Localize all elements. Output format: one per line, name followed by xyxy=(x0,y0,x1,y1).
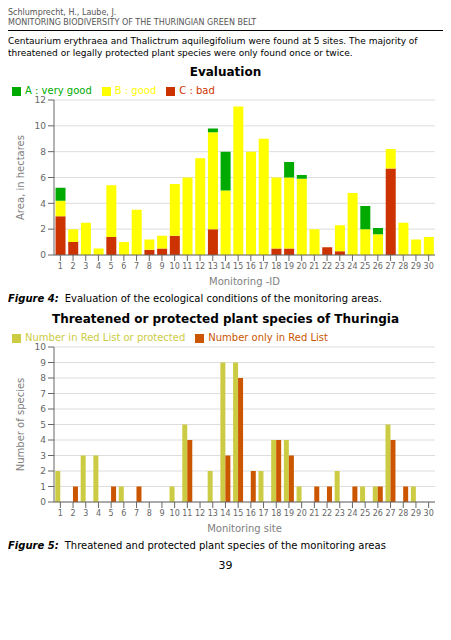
svg-text:0: 0 xyxy=(40,497,46,507)
svg-text:26: 26 xyxy=(373,509,383,518)
svg-text:10: 10 xyxy=(35,342,47,352)
svg-text:26: 26 xyxy=(373,262,383,271)
svg-text:6: 6 xyxy=(40,173,46,183)
svg-text:8: 8 xyxy=(40,373,46,383)
svg-text:19: 19 xyxy=(284,262,294,271)
html-text:MONITORING BIODIVERSITY OF THE: MONITORING BIODIVERSITY OF THE THURINGIA… xyxy=(8,18,257,27)
svg-text:15: 15 xyxy=(233,262,243,271)
html-text:39: 39 xyxy=(218,559,233,572)
svg-text:11: 11 xyxy=(182,509,192,518)
svg-text:3: 3 xyxy=(83,262,88,271)
svg-text:30: 30 xyxy=(424,509,434,518)
svg-text:5: 5 xyxy=(109,262,114,271)
svg-text:19: 19 xyxy=(284,509,294,518)
svg-text:4: 4 xyxy=(40,435,46,445)
svg-text:30: 30 xyxy=(424,262,434,271)
svg-text:Monitoring site: Monitoring site xyxy=(207,523,282,534)
svg-text:3: 3 xyxy=(40,451,46,461)
svg-text:12: 12 xyxy=(195,262,205,271)
svg-text:Number of species: Number of species xyxy=(15,378,26,472)
svg-text:2: 2 xyxy=(71,262,76,271)
svg-text:7: 7 xyxy=(40,389,46,399)
svg-text:10: 10 xyxy=(170,509,180,518)
svg-text:4: 4 xyxy=(40,199,46,209)
html-text:Threatened and protected plant: Threatened and protected plant species o… xyxy=(64,540,386,551)
svg-text:6: 6 xyxy=(121,262,126,271)
svg-text:9: 9 xyxy=(159,262,164,271)
html-text:Evaluation of the ecological c: Evaluation of the ecological conditions … xyxy=(64,293,382,304)
svg-text:2: 2 xyxy=(40,466,46,476)
svg-text:1: 1 xyxy=(58,509,63,518)
svg-text:18: 18 xyxy=(271,262,281,271)
svg-text:Monitoring -ID: Monitoring -ID xyxy=(209,276,280,287)
svg-text:13: 13 xyxy=(208,509,218,518)
svg-text:5: 5 xyxy=(109,509,114,518)
svg-text:16: 16 xyxy=(246,509,256,518)
svg-text:10: 10 xyxy=(170,262,180,271)
svg-text:28: 28 xyxy=(398,509,408,518)
html-text:C : bad: C : bad xyxy=(179,85,215,96)
svg-text:24: 24 xyxy=(347,509,357,518)
svg-text:24: 24 xyxy=(347,262,357,271)
svg-text:7: 7 xyxy=(134,509,139,518)
svg-text:22: 22 xyxy=(322,509,332,518)
html-text:Evaluation: Evaluation xyxy=(189,65,262,79)
svg-text:27: 27 xyxy=(385,262,395,271)
html-text:Threatened or protected plant: Threatened or protected plant species of… xyxy=(52,312,399,326)
svg-text:14: 14 xyxy=(220,262,230,271)
svg-text:0: 0 xyxy=(40,250,46,260)
svg-text:23: 23 xyxy=(335,262,345,271)
svg-text:10: 10 xyxy=(35,121,47,131)
svg-text:6: 6 xyxy=(121,509,126,518)
html-text:B : good: B : good xyxy=(114,85,157,96)
svg-text:9: 9 xyxy=(159,509,164,518)
html-text:A : very good: A : very good xyxy=(25,85,92,96)
html-text:Number only in Red List: Number only in Red List xyxy=(208,332,328,343)
svg-text:2: 2 xyxy=(40,224,46,234)
svg-text:25: 25 xyxy=(360,509,370,518)
svg-text:8: 8 xyxy=(40,147,46,157)
html-text:Figure 4:: Figure 4: xyxy=(8,293,59,304)
svg-text:6: 6 xyxy=(40,404,46,414)
svg-text:14: 14 xyxy=(220,509,230,518)
svg-text:4: 4 xyxy=(96,262,101,271)
svg-text:8: 8 xyxy=(147,262,152,271)
svg-text:21: 21 xyxy=(309,509,319,518)
html-text:Centaurium erythraea and Thali: Centaurium erythraea and Thalictrum aqui… xyxy=(8,36,418,58)
html-text:Number in Red List or protecte: Number in Red List or protected xyxy=(25,332,186,343)
svg-text:23: 23 xyxy=(335,509,345,518)
svg-text:17: 17 xyxy=(258,509,268,518)
svg-text:18: 18 xyxy=(271,509,281,518)
svg-text:8: 8 xyxy=(147,509,152,518)
svg-text:21: 21 xyxy=(309,262,319,271)
svg-text:1: 1 xyxy=(40,482,46,492)
svg-text:Area, in hectares: Area, in hectares xyxy=(15,135,26,220)
svg-text:9: 9 xyxy=(40,358,46,368)
html-text:Figure 5:: Figure 5: xyxy=(8,540,59,551)
svg-text:5: 5 xyxy=(40,420,46,430)
svg-text:7: 7 xyxy=(134,262,139,271)
svg-text:25: 25 xyxy=(360,262,370,271)
svg-text:28: 28 xyxy=(398,262,408,271)
svg-text:22: 22 xyxy=(322,262,332,271)
svg-text:11: 11 xyxy=(182,262,192,271)
svg-text:17: 17 xyxy=(258,262,268,271)
svg-text:3: 3 xyxy=(83,509,88,518)
svg-text:29: 29 xyxy=(411,509,421,518)
svg-text:2: 2 xyxy=(71,509,76,518)
svg-text:20: 20 xyxy=(297,262,307,271)
svg-text:15: 15 xyxy=(233,509,243,518)
svg-text:20: 20 xyxy=(297,509,307,518)
svg-text:16: 16 xyxy=(246,262,256,271)
html-text:Schlumprecht, H., Laube, J.: Schlumprecht, H., Laube, J. xyxy=(8,8,117,17)
svg-text:27: 27 xyxy=(385,509,395,518)
svg-text:12: 12 xyxy=(195,509,205,518)
svg-text:4: 4 xyxy=(96,509,101,518)
svg-text:29: 29 xyxy=(411,262,421,271)
svg-text:12: 12 xyxy=(35,95,46,105)
svg-text:13: 13 xyxy=(208,262,218,271)
svg-text:1: 1 xyxy=(58,262,63,271)
